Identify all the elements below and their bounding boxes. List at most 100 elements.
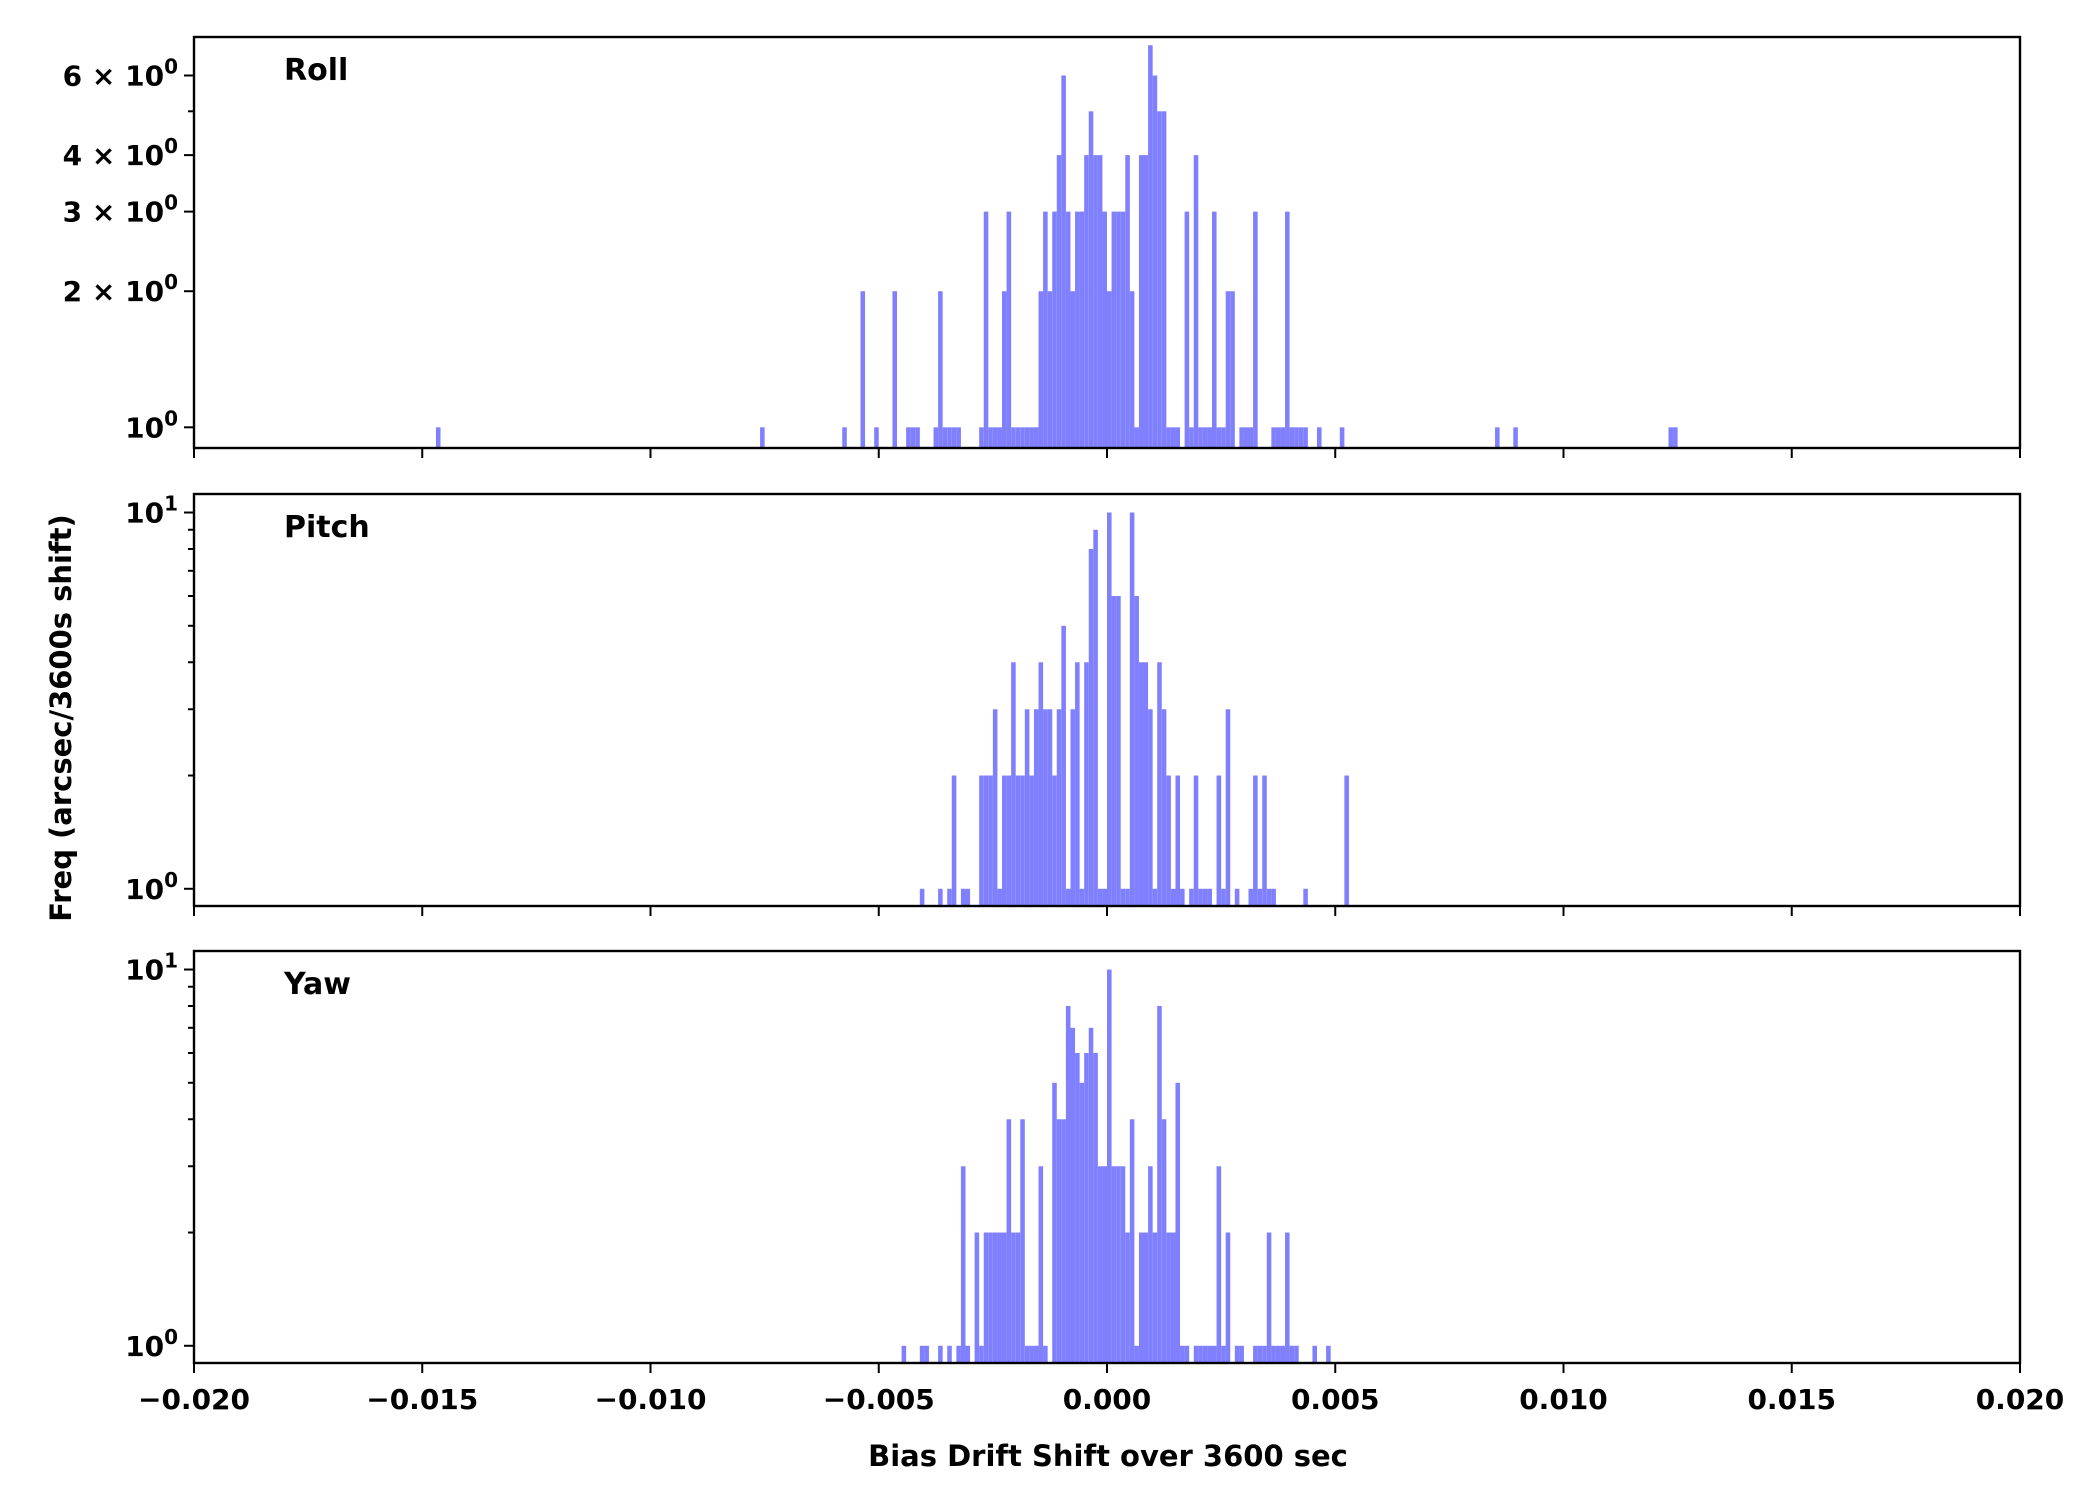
panel-pitch: 100 101 Pitch [125,492,2022,916]
bar-pitch-37 [1120,888,1126,906]
bar-pitch-18 [1033,709,1039,906]
bar-roll-48 [1129,291,1135,448]
bar-pitch-49 [1175,775,1181,906]
bar-yaw-37 [1111,1166,1117,1363]
bar-yaw-69 [1275,1345,1281,1363]
bar-roll-47 [1125,155,1130,448]
bar-roll-1 [760,427,765,448]
bar-pitch-65 [1271,888,1276,906]
bar-yaw-42 [1134,1345,1139,1363]
bar-pitch-46 [1161,709,1167,906]
bar-yaw-22 [1038,1166,1044,1363]
bar-pitch-5 [965,888,971,906]
bar-pitch-7 [983,775,989,906]
bar-pitch-25 [1065,888,1071,906]
bar-pitch-57 [1221,888,1226,906]
bar-yaw-41 [1129,1119,1135,1363]
bar-roll-45 [1116,211,1121,448]
x-tick-label-2: −0.010 [594,1383,706,1416]
bar-pitch-9 [992,709,998,906]
bar-yaw-46 [1152,1232,1158,1363]
bar-yaw-61 [1225,1232,1231,1363]
bar-yaw-9 [979,1345,984,1363]
bar-pitch-44 [1152,888,1158,906]
bar-roll-59 [1184,211,1190,448]
bar-pitch-0 [919,888,925,906]
bar-pitch-61 [1253,775,1258,906]
bar-roll-41 [1097,155,1103,448]
bar-yaw-66 [1262,1345,1267,1363]
bar-roll-54 [1157,111,1162,449]
bar-yaw-73 [1294,1345,1299,1363]
bar-roll-20 [1002,291,1007,448]
bar-pitch-53 [1198,888,1203,906]
bar-roll-71 [1243,427,1249,448]
bar-roll-19 [997,427,1003,448]
x-tick-label-0: −0.020 [138,1383,250,1416]
bar-roll-62 [1198,427,1203,448]
bar-yaw-55 [1198,1345,1203,1363]
panel-yaw: 100 101 Yaw [125,949,2022,1373]
x-axis-label: Bias Drift Shift over 3600 sec [868,1439,1348,1473]
bar-yaw-44 [1143,1232,1149,1363]
bar-pitch-47 [1166,775,1171,906]
bar-roll-87 [1673,427,1678,448]
bar-roll-0 [435,427,441,448]
bar-roll-31 [1052,211,1057,448]
x-tick-label-6: 0.010 [1519,1383,1608,1416]
bar-pitch-67 [1344,775,1349,906]
bar-roll-66 [1216,427,1222,448]
bar-roll-83 [1339,427,1345,448]
bar-roll-33 [1061,75,1066,448]
y-tick-label-roll-4: 6 × 100 [63,55,178,93]
bar-roll-11 [942,427,948,448]
bar-pitch-31 [1093,529,1098,906]
bar-yaw-60 [1221,1345,1226,1363]
bar-yaw-49 [1166,1232,1171,1363]
bar-pitch-29 [1084,662,1089,906]
bar-pitch-64 [1266,888,1272,906]
bar-roll-6 [906,427,911,448]
bar-yaw-0 [901,1345,907,1363]
y-tick-label-yaw-1: 101 [125,949,178,987]
bar-yaw-63 [1239,1345,1244,1363]
bar-yaw-50 [1170,1232,1176,1363]
bar-pitch-59 [1234,888,1240,906]
bar-roll-10 [938,291,943,448]
panel-label-yaw: Yaw [283,967,351,1002]
bar-pitch-36 [1116,595,1121,906]
bar-yaw-62 [1234,1345,1240,1363]
bar-roll-23 [1015,427,1021,448]
bar-pitch-10 [997,888,1003,906]
bar-pitch-20 [1043,709,1048,906]
bar-roll-12 [947,427,952,448]
bar-pitch-40 [1134,595,1139,906]
bar-yaw-48 [1161,1119,1167,1363]
bar-pitch-48 [1170,888,1176,906]
bar-roll-32 [1056,155,1062,448]
bar-yaw-72 [1289,1345,1295,1363]
bar-yaw-12 [992,1232,998,1363]
bar-yaw-3 [938,1345,943,1363]
bar-pitch-38 [1125,888,1130,906]
bar-roll-40 [1093,155,1098,448]
bar-pitch-58 [1225,709,1231,906]
bar-pitch-60 [1248,888,1254,906]
bar-yaw-53 [1184,1345,1190,1363]
bar-roll-74 [1271,427,1276,448]
bar-roll-16 [983,211,989,448]
bar-pitch-45 [1157,662,1162,906]
bar-roll-22 [1011,427,1016,448]
bar-pitch-16 [1024,709,1030,906]
bar-roll-37 [1079,211,1085,448]
bar-yaw-47 [1157,1005,1162,1363]
bar-roll-3 [860,291,866,448]
bar-yaw-70 [1280,1345,1286,1363]
bar-yaw-65 [1257,1345,1263,1363]
bar-yaw-31 [1084,1052,1089,1363]
bar-yaw-26 [1061,1119,1066,1363]
bar-yaw-34 [1097,1166,1103,1363]
y-tick-label-roll-0: 100 [125,406,178,444]
y-tick-label-yaw-0: 100 [125,1325,178,1363]
